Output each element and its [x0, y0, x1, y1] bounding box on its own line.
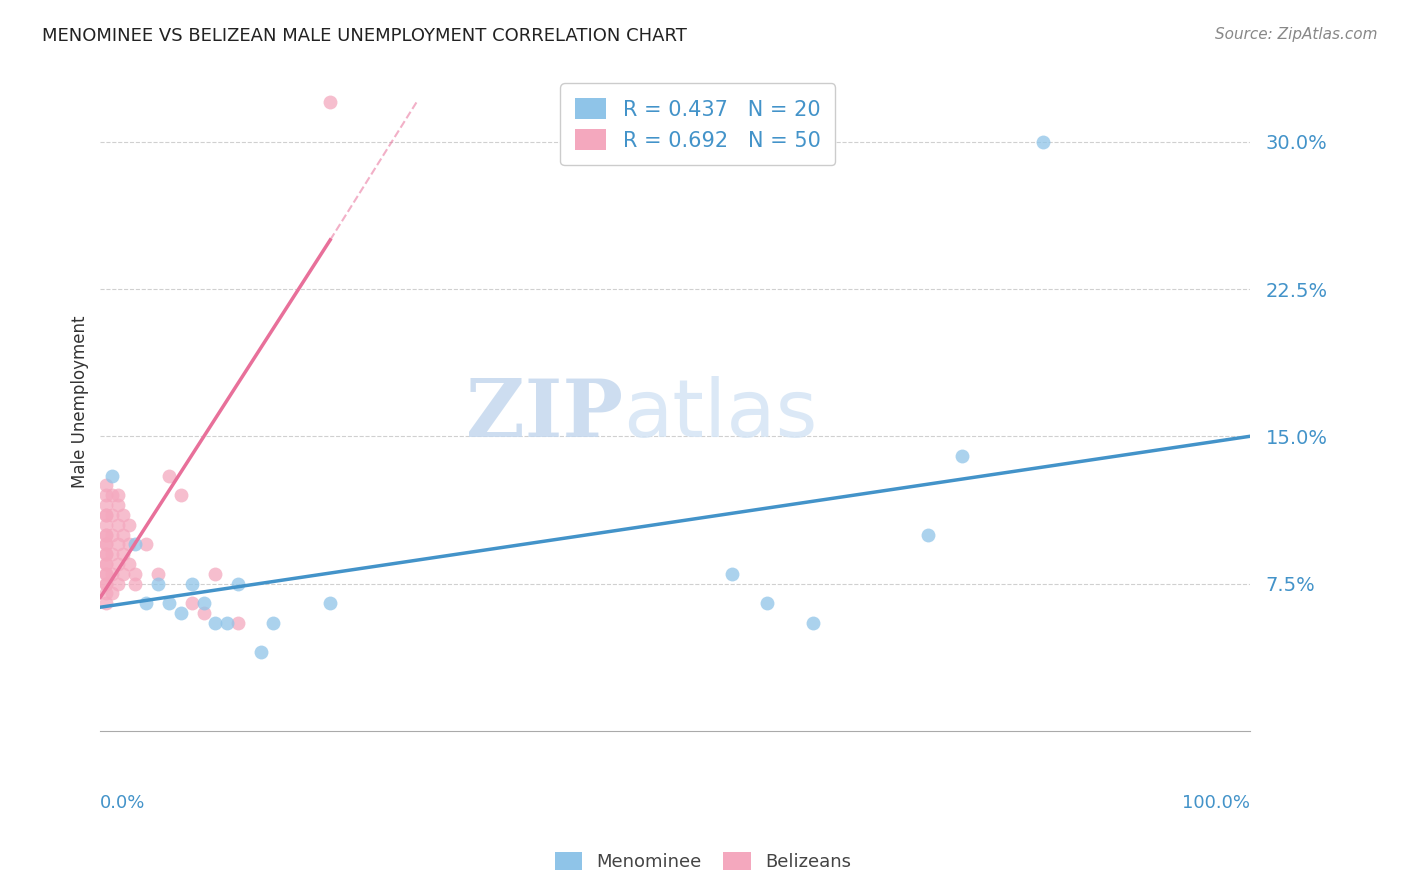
Point [181, 576, 204, 591]
Point [94, 566, 117, 581]
Point [107, 576, 129, 591]
Point [170, 488, 193, 502]
Point [112, 527, 135, 541]
Point [94, 596, 117, 610]
Point [101, 488, 124, 502]
Point [107, 537, 129, 551]
Point [721, 566, 744, 581]
Point [204, 566, 226, 581]
Point [146, 566, 169, 581]
Point [226, 576, 249, 591]
Point [94, 547, 117, 561]
Point [124, 566, 146, 581]
Point [107, 488, 129, 502]
Text: MENOMINEE VS BELIZEAN MALE UNEMPLOYMENT CORRELATION CHART: MENOMINEE VS BELIZEAN MALE UNEMPLOYMENT … [42, 27, 688, 45]
Legend: Menominee, Belizeans: Menominee, Belizeans [548, 845, 858, 879]
Point [94, 527, 117, 541]
Point [157, 596, 180, 610]
Point [135, 596, 157, 610]
Text: 100.0%: 100.0% [1181, 794, 1250, 812]
Point [94, 517, 117, 532]
Point [101, 566, 124, 581]
Point [801, 615, 824, 630]
Point [94, 527, 117, 541]
Point [101, 547, 124, 561]
Point [107, 557, 129, 571]
Point [94, 478, 117, 492]
Point [262, 615, 284, 630]
Text: 0.0%: 0.0% [100, 794, 146, 812]
Point [94, 488, 117, 502]
Point [204, 615, 226, 630]
Point [94, 576, 117, 591]
Point [94, 557, 117, 571]
Point [107, 517, 129, 532]
Point [250, 645, 273, 659]
Point [94, 498, 117, 512]
Point [146, 576, 169, 591]
Point [193, 596, 215, 610]
Point [118, 557, 141, 571]
Point [755, 596, 778, 610]
Point [917, 527, 939, 541]
Point [101, 527, 124, 541]
Point [124, 576, 146, 591]
Point [94, 576, 117, 591]
Point [107, 498, 129, 512]
Point [118, 517, 141, 532]
Point [157, 468, 180, 483]
Point [112, 547, 135, 561]
Point [94, 537, 117, 551]
Point [215, 615, 238, 630]
Point [94, 547, 117, 561]
Text: ZIP: ZIP [467, 376, 623, 454]
Point [94, 557, 117, 571]
Point [319, 95, 342, 110]
Point [193, 606, 215, 620]
Point [1032, 135, 1054, 149]
Point [181, 596, 204, 610]
Point [319, 596, 342, 610]
Text: Source: ZipAtlas.com: Source: ZipAtlas.com [1215, 27, 1378, 42]
Point [135, 537, 157, 551]
Point [112, 566, 135, 581]
Point [94, 586, 117, 600]
Legend: R = 0.437   N = 20, R = 0.692   N = 50: R = 0.437 N = 20, R = 0.692 N = 50 [561, 83, 835, 165]
Point [94, 537, 117, 551]
Point [101, 586, 124, 600]
Y-axis label: Male Unemployment: Male Unemployment [72, 316, 89, 488]
Point [101, 468, 124, 483]
Point [226, 615, 249, 630]
Point [118, 537, 141, 551]
Point [94, 508, 117, 522]
Point [124, 537, 146, 551]
Point [101, 508, 124, 522]
Point [950, 449, 973, 463]
Point [94, 566, 117, 581]
Point [170, 606, 193, 620]
Text: atlas: atlas [623, 376, 818, 454]
Point [94, 508, 117, 522]
Point [112, 508, 135, 522]
